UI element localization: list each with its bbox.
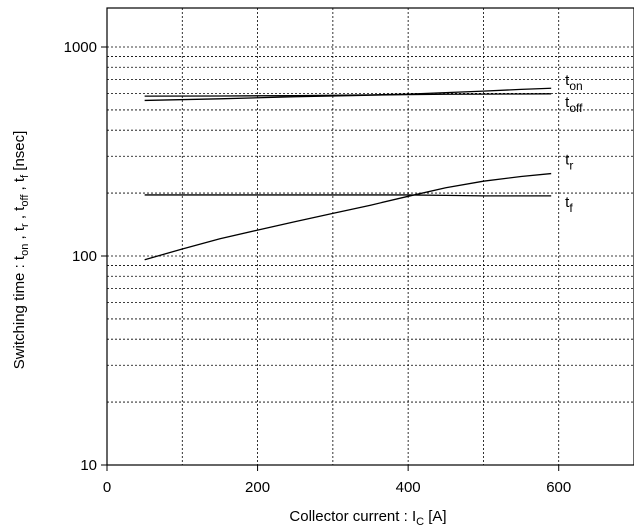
series-line-tr — [144, 172, 552, 261]
x-axis-label: Collector current : IC [A] — [289, 508, 446, 528]
x-tick-labels: 0 200 400 600 — [103, 479, 571, 496]
y-tick-label: 10 — [80, 457, 97, 474]
series-lines — [144, 87, 552, 261]
x-tick-label: 400 — [396, 479, 421, 496]
series-label-tr: tr — [565, 152, 573, 173]
series-line-ton — [144, 87, 552, 97]
axis-ticks — [101, 46, 560, 471]
series-line-tf — [144, 194, 552, 197]
series-label-tf: tf — [565, 194, 573, 215]
y-tick-label: 100 — [72, 248, 97, 265]
grid — [107, 8, 634, 465]
series-line-toff — [144, 93, 552, 102]
series-label-toff: toff — [565, 94, 583, 115]
y-tick-labels: 10 100 1000 — [64, 39, 97, 474]
y-tick-label: 1000 — [64, 39, 97, 56]
x-tick-label: 200 — [245, 479, 270, 496]
x-tick-label: 0 — [103, 479, 111, 496]
y-axis-label: Switching time : ton , tr , toff , tf [n… — [11, 131, 31, 370]
plot-frame — [106, 7, 634, 466]
x-tick-label: 600 — [546, 479, 571, 496]
series-label-ton: ton — [565, 72, 583, 93]
